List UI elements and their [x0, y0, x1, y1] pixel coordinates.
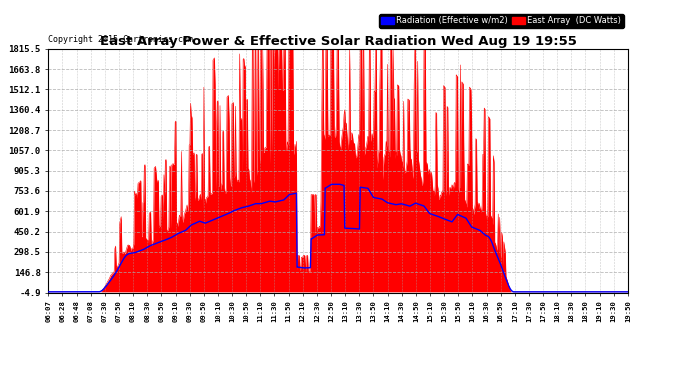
Title: East Array Power & Effective Solar Radiation Wed Aug 19 19:55: East Array Power & Effective Solar Radia… — [99, 34, 577, 48]
Text: Copyright 2015 Cartronics.com: Copyright 2015 Cartronics.com — [48, 35, 193, 44]
Legend: Radiation (Effective w/m2), East Array  (DC Watts): Radiation (Effective w/m2), East Array (… — [379, 14, 624, 28]
